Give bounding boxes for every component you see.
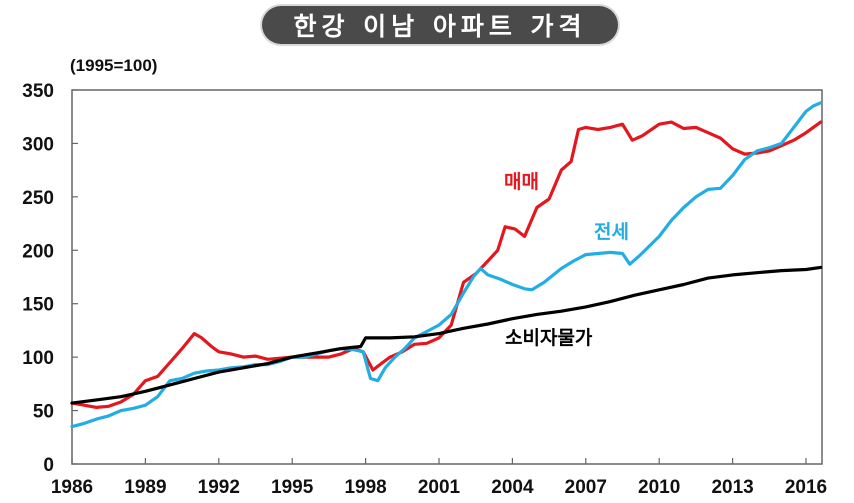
x-tick-label: 2001	[418, 477, 461, 498]
unit-label: (1995=100)	[70, 56, 158, 75]
y-tick-label: 100	[22, 348, 54, 369]
y-tick-label: 250	[22, 188, 54, 209]
x-tick-label: 2013	[711, 477, 753, 498]
x-tick-label: 1998	[344, 477, 386, 498]
series-line-sale	[70, 120, 823, 409]
series-label-sale: 매매	[504, 171, 539, 193]
x-tick-label: 1995	[271, 477, 314, 498]
x-tick-label: 2016	[785, 477, 827, 498]
x-tick-label: 2004	[491, 477, 534, 498]
x-tick-label: 2007	[565, 477, 607, 498]
chart-axes: 0 50 100 150 200 250 300 350 1986 1989 1992 1995 199…	[22, 81, 827, 498]
x-tick-label: 1989	[124, 477, 166, 498]
x-tick-label: 1986	[51, 477, 93, 498]
y-tick-label: 350	[22, 81, 54, 102]
x-tick-label: 1992	[198, 477, 240, 498]
x-tick-label: 2010	[638, 477, 680, 498]
y-tick-label: 0	[43, 455, 54, 476]
series-line-cpi	[70, 265, 823, 405]
y-tick-label: 50	[33, 402, 54, 423]
chart-series	[70, 101, 823, 429]
series-line-jeonse	[70, 101, 823, 429]
y-tick-label: 200	[22, 241, 54, 262]
y-tick-label: 150	[22, 295, 54, 316]
y-tick-label: 300	[22, 134, 54, 155]
plot-frame	[71, 89, 823, 465]
chart-title: 한강 이남 아파트 가격	[262, 6, 618, 44]
series-label-cpi: 소비자물가	[505, 327, 593, 349]
series-label-jeonse: 전세	[594, 221, 629, 243]
